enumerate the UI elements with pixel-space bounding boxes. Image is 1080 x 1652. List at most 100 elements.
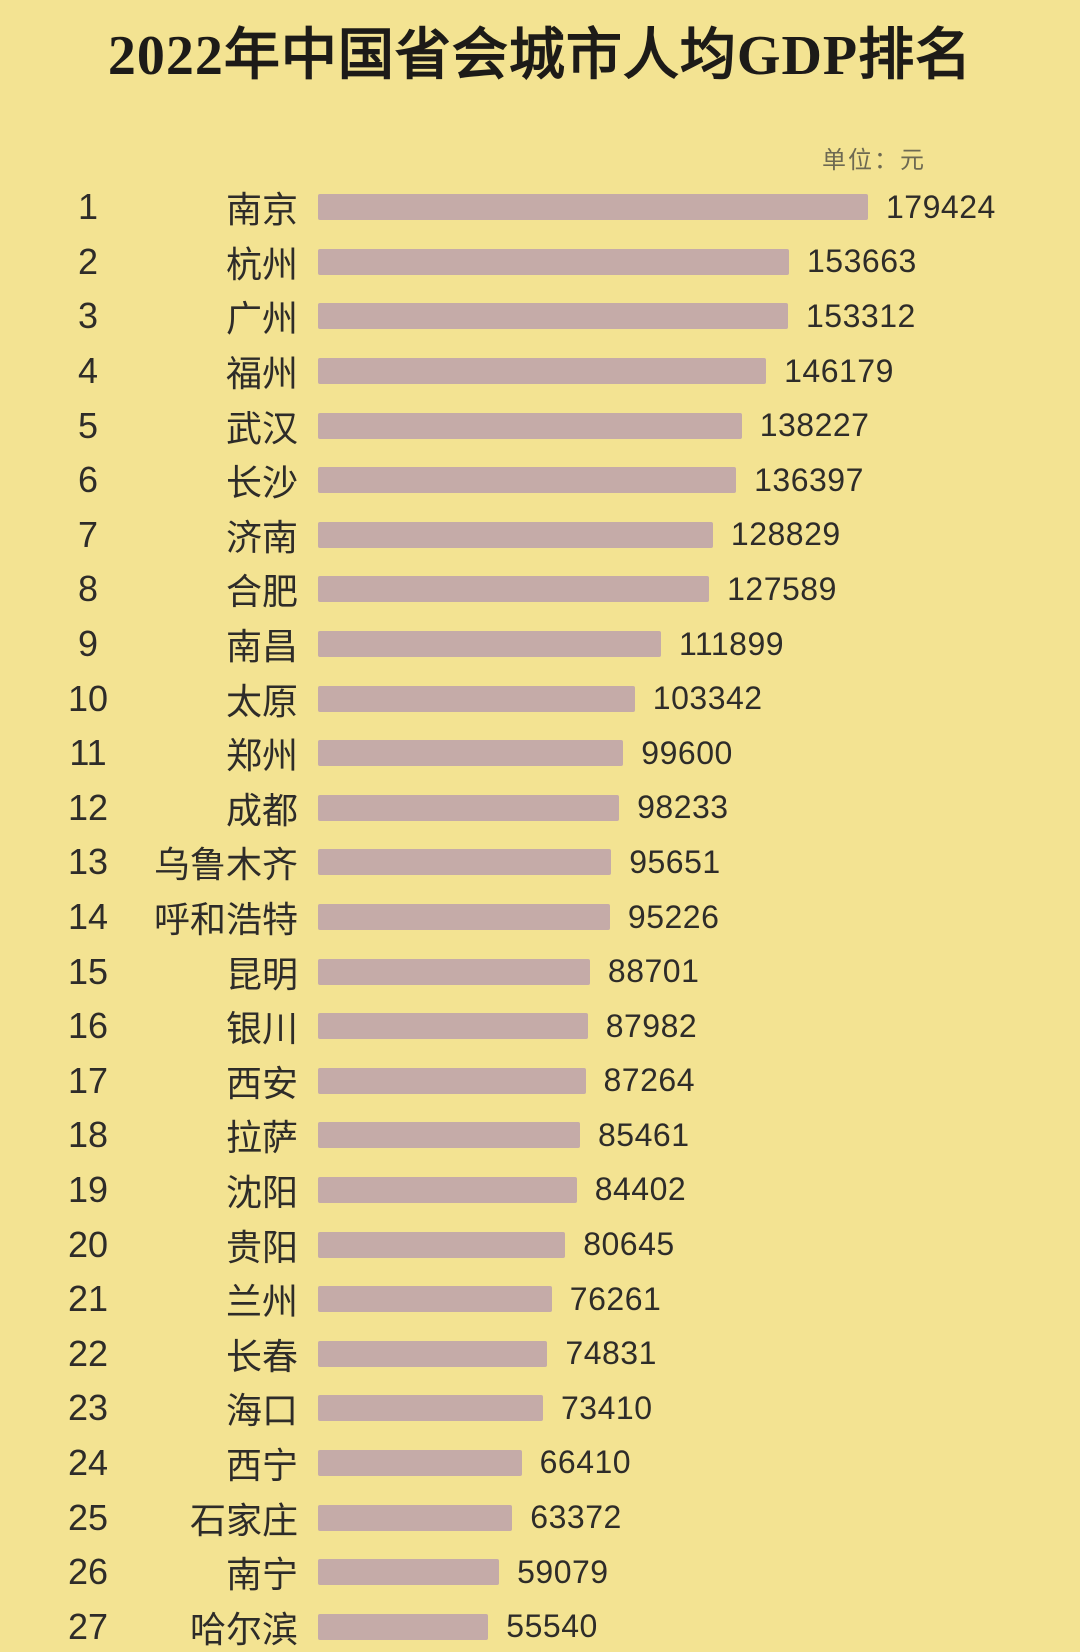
value-label: 87264	[603, 1062, 695, 1099]
value-label: 76261	[569, 1280, 662, 1317]
chart-row: 1 南京 179424	[0, 180, 1080, 235]
bar	[318, 904, 610, 931]
bar	[318, 1449, 522, 1476]
city-label: 南宁	[225, 1554, 298, 1596]
chart-row: 24 西宁 66410	[0, 1436, 1080, 1491]
rank-label: 15	[67, 950, 109, 992]
bar	[318, 358, 767, 385]
value-label: 138227	[759, 407, 870, 444]
rank-label: 3	[77, 295, 99, 337]
value-label: 88701	[607, 953, 700, 990]
rank-label: 27	[67, 1605, 109, 1647]
rank-label: 21	[67, 1278, 109, 1320]
value-label: 80645	[583, 1226, 675, 1263]
city-label: 成都	[225, 789, 298, 831]
rank-label: 9	[77, 623, 99, 665]
chart-row: 14 呼和浩特 95226	[0, 890, 1080, 945]
city-label: 长沙	[225, 462, 298, 504]
city-label: 南京	[225, 189, 298, 231]
value-label: 95226	[627, 898, 720, 935]
bar	[318, 467, 737, 494]
chart-row: 23 海口 73410	[0, 1381, 1080, 1436]
bar	[318, 1231, 566, 1258]
chart-row: 4 福州 146179	[0, 344, 1080, 399]
rank-label: 18	[67, 1114, 109, 1156]
bar	[318, 248, 789, 275]
city-label: 贵阳	[225, 1226, 298, 1268]
rank-label: 8	[77, 568, 99, 610]
rank-label: 12	[67, 786, 109, 828]
chart-row: 16 银川 87982	[0, 999, 1080, 1054]
value-label: 63372	[530, 1499, 622, 1536]
chart-row: 19 沈阳 84402	[0, 1163, 1080, 1218]
rank-label: 25	[67, 1496, 109, 1538]
rank-label: 5	[77, 404, 99, 446]
bar-rows: 1 南京 179424 2 杭州 153663 3 广州 153312 4 福州…	[0, 180, 1080, 1652]
value-label: 73410	[561, 1389, 653, 1426]
chart-row: 17 西安 87264	[0, 1054, 1080, 1109]
city-label: 乌鲁木齐	[153, 844, 298, 886]
chart-row: 26 南宁 59079	[0, 1545, 1080, 1600]
city-label: 兰州	[225, 1281, 298, 1323]
value-label: 153312	[806, 297, 916, 334]
value-label: 103342	[652, 680, 763, 717]
value-label: 99600	[641, 734, 733, 771]
value-label: 66410	[539, 1444, 632, 1481]
value-label: 98233	[637, 789, 729, 826]
rank-label: 24	[67, 1441, 109, 1483]
rank-label: 10	[67, 677, 109, 719]
chart-row: 11 郑州 99600	[0, 726, 1080, 781]
bar	[318, 521, 713, 548]
value-label: 85461	[598, 1116, 690, 1153]
rank-label: 4	[77, 350, 99, 392]
bar	[318, 849, 612, 876]
city-label: 西宁	[225, 1444, 298, 1486]
rank-label: 14	[67, 896, 109, 938]
bar	[318, 1340, 548, 1367]
chart-row: 22 长春 74831	[0, 1326, 1080, 1381]
bar	[318, 1559, 500, 1586]
chart-row: 8 合肥 127589	[0, 562, 1080, 617]
rank-label: 13	[67, 841, 109, 883]
city-label: 福州	[225, 353, 298, 395]
value-label: 59079	[517, 1553, 609, 1590]
bar	[318, 794, 620, 821]
city-label: 济南	[225, 516, 298, 558]
chart-row: 25 石家庄 63372	[0, 1490, 1080, 1545]
bar	[318, 1286, 552, 1313]
city-label: 哈尔滨	[189, 1608, 298, 1650]
bar	[318, 958, 590, 985]
rank-label: 26	[67, 1551, 109, 1593]
value-label: 153663	[807, 243, 917, 280]
rank-label: 1	[77, 186, 99, 228]
rank-label: 22	[67, 1332, 109, 1374]
value-label: 179424	[886, 188, 996, 225]
city-label: 银川	[225, 1008, 298, 1050]
bar	[318, 303, 788, 330]
chart-row: 2 杭州 153663	[0, 235, 1080, 290]
city-label: 合肥	[225, 571, 298, 613]
chart-row: 6 长沙 136397	[0, 453, 1080, 508]
value-label: 74831	[565, 1335, 657, 1372]
bar	[318, 1067, 586, 1094]
chart-row: 9 南昌 111899	[0, 617, 1080, 672]
rank-label: 7	[77, 513, 99, 555]
chart-row: 20 贵阳 80645	[0, 1217, 1080, 1272]
city-label: 杭州	[225, 243, 298, 285]
chart-row: 15 昆明 88701	[0, 944, 1080, 999]
value-label: 55540	[506, 1608, 598, 1645]
value-label: 136397	[754, 461, 864, 498]
bar	[318, 740, 624, 767]
value-label: 128829	[730, 516, 841, 553]
city-label: 昆明	[225, 953, 298, 995]
rank-label: 20	[67, 1223, 109, 1265]
city-label: 南昌	[225, 626, 298, 668]
rank-label: 19	[67, 1168, 109, 1210]
chart-row: 10 太原 103342	[0, 671, 1080, 726]
bar	[318, 631, 661, 658]
city-label: 西安	[225, 1062, 298, 1104]
city-label: 呼和浩特	[153, 899, 298, 941]
value-label: 111899	[679, 625, 785, 662]
chart-row: 7 济南 128829	[0, 508, 1080, 563]
chart-row: 18 拉萨 85461	[0, 1108, 1080, 1163]
